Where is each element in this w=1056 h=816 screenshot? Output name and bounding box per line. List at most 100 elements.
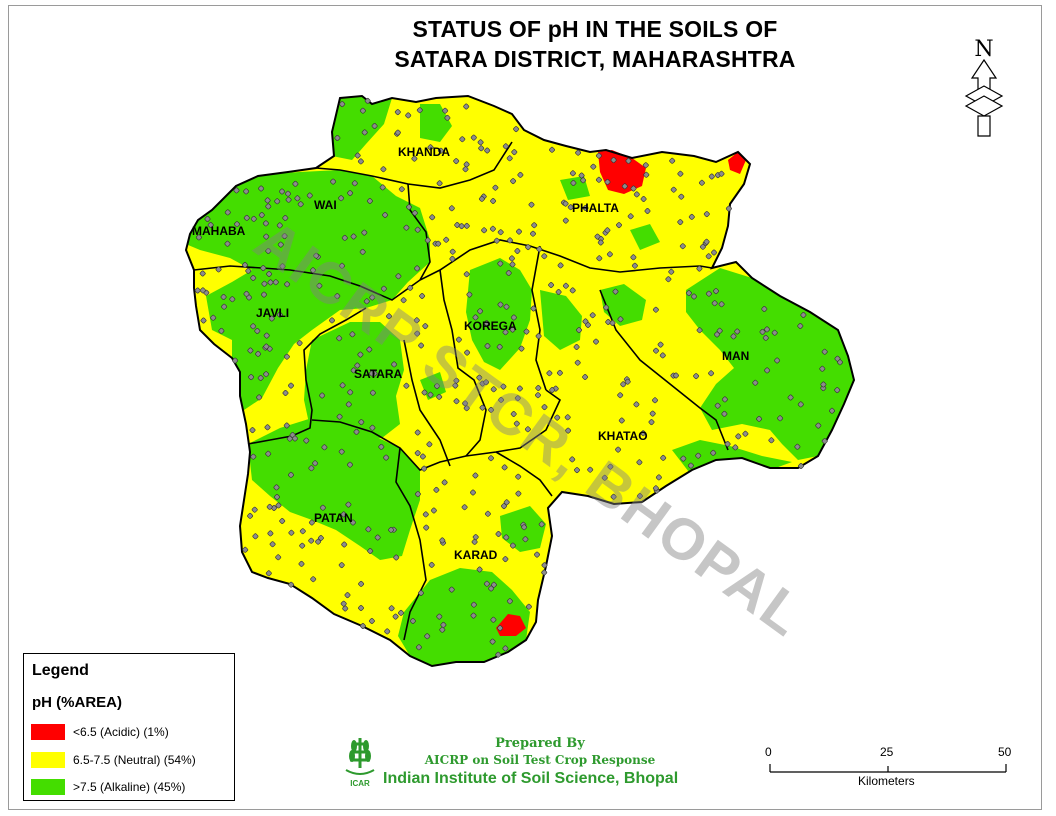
sample-point: [787, 394, 794, 401]
sample-point: [263, 371, 270, 378]
sample-point: [721, 396, 728, 403]
sample-point: [594, 233, 601, 240]
sample-point: [440, 621, 447, 628]
sample-point: [414, 226, 421, 233]
sample-point: [369, 294, 376, 301]
sample-point: [618, 417, 625, 424]
sample-point: [609, 320, 616, 326]
sample-point: [541, 404, 548, 411]
sample-point: [484, 510, 491, 517]
sample-point: [430, 507, 437, 514]
sample-point: [426, 441, 433, 448]
sample-point: [418, 590, 424, 596]
sample-point: [263, 233, 270, 240]
sample-point: [517, 171, 524, 178]
sample-point: [296, 340, 303, 347]
sample-point: [339, 101, 346, 108]
sample-point: [358, 419, 365, 426]
sample-point: [708, 370, 715, 377]
sample-point: [368, 370, 375, 377]
map-title-line2: SATARA DISTRICT, MAHARASHTRA: [394, 46, 796, 72]
sample-point: [699, 243, 706, 250]
sample-point: [569, 170, 576, 177]
sample-point: [354, 362, 361, 369]
sample-point: [433, 486, 440, 493]
sample-point: [344, 592, 351, 599]
sample-point: [275, 502, 282, 509]
sample-point: [476, 566, 483, 573]
scale-bar: [769, 764, 1007, 773]
sample-point: [233, 187, 240, 194]
sample-point: [345, 501, 352, 508]
sample-point: [484, 147, 491, 154]
sample-point: [266, 503, 273, 510]
sample-point: [252, 533, 259, 540]
north-arrow-icon: N: [964, 37, 1004, 137]
sample-point: [714, 331, 720, 338]
sample-point: [319, 392, 326, 399]
sample-point: [394, 109, 401, 116]
sample-point: [525, 603, 532, 610]
sample-point: [321, 444, 328, 451]
sample-point: [276, 222, 283, 229]
sample-point: [398, 186, 405, 193]
sample-point: [477, 308, 484, 315]
sample-point: [256, 394, 263, 401]
sample-point: [204, 216, 211, 222]
sample-point: [652, 397, 658, 404]
sample-point: [478, 145, 485, 152]
sample-point: [434, 383, 440, 390]
sample-point: [366, 198, 373, 204]
sample-point: [199, 270, 206, 277]
sample-point: [597, 239, 604, 246]
sample-point: [688, 213, 695, 220]
sample-point: [761, 306, 768, 312]
sample-point: [659, 352, 666, 359]
taluka-label-mahaba: MAHABA: [192, 224, 246, 238]
taluka-label-korega: KOREGA: [464, 319, 517, 333]
sample-point: [562, 217, 569, 224]
legend-label-alkaline: >7.5 (Alkaline) (45%): [73, 780, 186, 794]
sample-point: [665, 276, 672, 283]
map-frame: [8, 5, 1042, 810]
taluka-label-satara: SATARA: [354, 367, 403, 381]
sample-point: [472, 472, 479, 479]
sample-point: [463, 271, 470, 278]
sample-point: [453, 377, 460, 384]
sample-point: [593, 338, 599, 345]
sample-point: [522, 536, 529, 543]
sample-point: [357, 158, 364, 165]
sample-point: [386, 313, 392, 320]
sample-point: [660, 454, 667, 461]
sample-point: [541, 253, 548, 260]
sample-point: [306, 192, 313, 199]
taluka-label-khanda: KHANDA: [398, 145, 450, 159]
sample-point: [339, 262, 345, 269]
sample-point: [534, 551, 540, 558]
sample-point: [249, 427, 256, 434]
sample-point: [714, 402, 721, 409]
sample-point: [378, 443, 385, 450]
sample-point: [312, 460, 319, 467]
sample-point: [612, 288, 619, 295]
sample-point: [800, 312, 807, 318]
sample-point: [616, 222, 622, 229]
sample-point: [569, 287, 576, 294]
sample-point: [338, 562, 345, 569]
sample-point: [363, 298, 370, 305]
sample-point: [548, 282, 555, 288]
sample-point: [582, 205, 589, 211]
map-title-line1: STATUS OF pH IN THE SOILS OF: [412, 16, 778, 42]
sample-point: [489, 225, 496, 232]
sample-point: [350, 519, 356, 526]
sample-point: [368, 618, 375, 624]
legend-title: Legend: [32, 662, 89, 679]
sample-point: [350, 233, 357, 240]
sample-point: [448, 205, 455, 212]
sample-point: [510, 411, 517, 417]
sample-point: [489, 638, 496, 645]
sample-point: [488, 455, 494, 462]
sample-point: [655, 474, 662, 481]
sample-point: [308, 465, 315, 472]
